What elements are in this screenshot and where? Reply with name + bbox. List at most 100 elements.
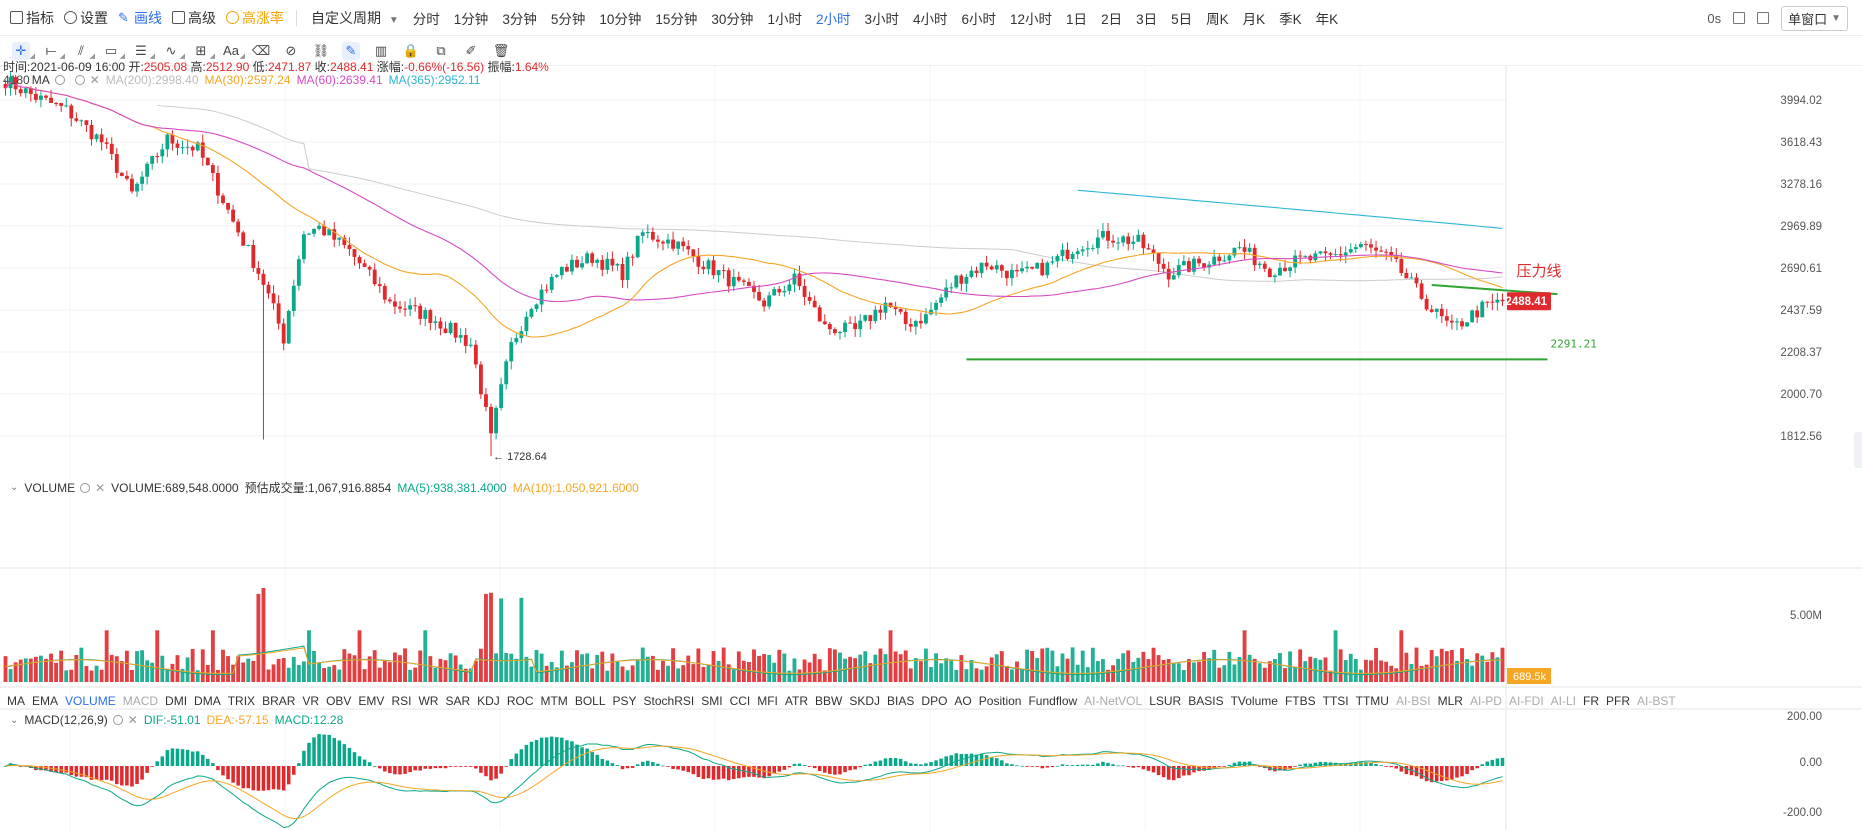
indicator-tab-dmi[interactable]: DMI bbox=[165, 694, 188, 708]
kline-chart[interactable]: 2291.21 压力线 ← 1728.64 3994.02 3618.43 3278.1… bbox=[0, 66, 1862, 830]
indicator-tab-ema[interactable]: EMA bbox=[32, 694, 59, 708]
draw-button[interactable]: ✎ 画线 bbox=[118, 8, 162, 28]
period-4[interactable]: 10分钟 bbox=[599, 11, 642, 27]
edit-icon[interactable]: ✐ bbox=[465, 42, 477, 58]
settings-button[interactable]: 设置 bbox=[64, 8, 108, 28]
indicator-tab-bbw[interactable]: BBW bbox=[815, 694, 843, 708]
indicator-tab-emv[interactable]: EMV bbox=[358, 694, 385, 708]
period-0[interactable]: 分时 bbox=[412, 11, 440, 27]
cross-icon[interactable]: ✛ ◢ bbox=[12, 41, 35, 60]
period-12[interactable]: 12小时 bbox=[1010, 11, 1053, 27]
indicator-tab-ai-bsi[interactable]: AI-BSI bbox=[1395, 694, 1431, 708]
indicator-tab-kdj[interactable]: KDJ bbox=[477, 694, 500, 708]
rise-rate-button[interactable]: 高涨率 bbox=[226, 8, 284, 28]
indicator-tab-roc[interactable]: ROC bbox=[506, 694, 534, 708]
indicator-tab-psy[interactable]: PSY bbox=[612, 694, 637, 708]
indicator-tab-ai-fdi[interactable]: AI-FDI bbox=[1508, 694, 1544, 708]
highlight-icon[interactable]: ✎ bbox=[342, 41, 360, 60]
indicator-tab-position[interactable]: Position bbox=[978, 694, 1022, 708]
link-icon[interactable]: ⛓ bbox=[312, 42, 330, 58]
indicator-tab-rsi[interactable]: RSI bbox=[391, 694, 412, 708]
indicator-tab-fundflow[interactable]: Fundflow bbox=[1028, 694, 1078, 708]
period-8[interactable]: 2小时 bbox=[815, 11, 851, 27]
period-14[interactable]: 2日 bbox=[1101, 11, 1123, 27]
period-11[interactable]: 6小时 bbox=[961, 11, 997, 27]
indicator-tab-ttmu[interactable]: TTMU bbox=[1355, 694, 1389, 708]
indicator-tab-ttsi[interactable]: TTSI bbox=[1322, 694, 1349, 708]
indicator-tab-dpo[interactable]: DPO bbox=[921, 694, 948, 708]
screenshot-icon[interactable] bbox=[1757, 12, 1770, 24]
fib-icon[interactable]: ☰ ◢ bbox=[135, 42, 155, 60]
panel-collapse-handle[interactable] bbox=[1854, 432, 1862, 468]
eye-icon[interactable] bbox=[54, 75, 65, 85]
period-5[interactable]: 15分钟 bbox=[655, 11, 698, 27]
indicator-tab-ai-li[interactable]: AI-LI bbox=[1550, 694, 1576, 708]
text-tool-icon[interactable]: Aa ◢ bbox=[223, 43, 245, 60]
period-2[interactable]: 3分钟 bbox=[502, 11, 537, 27]
period-9[interactable]: 3小时 bbox=[864, 11, 899, 27]
period-3[interactable]: 5分钟 bbox=[550, 11, 586, 27]
indicator-tab-ftbs[interactable]: FTBS bbox=[1284, 694, 1316, 708]
indicator-tab-lsur[interactable]: LSUR bbox=[1149, 694, 1182, 708]
custom-period-dropdown[interactable]: 自定义周期 ▼ bbox=[311, 8, 399, 28]
indicator-tab-dma[interactable]: DMA bbox=[194, 694, 221, 708]
indicator-tab-ai-netvol[interactable]: AI-NetVOL bbox=[1084, 694, 1143, 708]
indicator-tab-tvolume[interactable]: TVolume bbox=[1230, 694, 1278, 708]
period-10[interactable]: 4小时 bbox=[912, 11, 948, 27]
period-17[interactable]: 周K bbox=[1206, 11, 1229, 27]
fullscreen-icon[interactable] bbox=[1733, 12, 1746, 24]
indicator-tab-wr[interactable]: WR bbox=[418, 694, 439, 708]
period-20[interactable]: 年K bbox=[1315, 11, 1339, 27]
indicators-button[interactable]: 指标 bbox=[10, 8, 54, 28]
indicator-tab-skdj[interactable]: SKDJ bbox=[849, 694, 881, 708]
indicator-tab-basis[interactable]: BASIS bbox=[1188, 694, 1224, 708]
indicator-tab-mtm[interactable]: MTM bbox=[540, 694, 568, 708]
candle-type-icon[interactable]: ▥ bbox=[374, 42, 388, 58]
indicator-tab-brar[interactable]: BRAR bbox=[262, 694, 296, 708]
period-7[interactable]: 1小时 bbox=[767, 11, 802, 27]
eraser-icon[interactable]: ⌫ bbox=[251, 42, 271, 58]
indicator-tab-sar[interactable]: SAR bbox=[445, 694, 471, 708]
indicator-tab-ma[interactable]: MA bbox=[7, 694, 25, 708]
indicator-tab-macd[interactable]: MACD bbox=[122, 694, 159, 708]
advanced-button[interactable]: 高级 bbox=[172, 8, 216, 28]
indicator-tab-cci[interactable]: CCI bbox=[729, 694, 751, 708]
indicator-tab-volume[interactable]: VOLUME bbox=[65, 694, 116, 708]
parallel-lines-icon[interactable]: ⫽ ◢ bbox=[78, 42, 95, 60]
copy-icon[interactable]: ⧉ bbox=[436, 42, 446, 58]
hide-icon[interactable]: ⊘ bbox=[285, 42, 297, 58]
lock-icon[interactable]: 🔒 bbox=[402, 42, 420, 58]
indicator-tab-mfi[interactable]: MFI bbox=[757, 694, 778, 708]
gear-icon[interactable] bbox=[112, 715, 123, 725]
indicator-tab-bias[interactable]: BIAS bbox=[887, 694, 915, 708]
indicator-tab-ai-bst[interactable]: AI-BST bbox=[1637, 694, 1676, 708]
wave-icon[interactable]: ∿ ◢ bbox=[165, 42, 185, 60]
period-15[interactable]: 3日 bbox=[1136, 11, 1158, 27]
indicator-tab-fr[interactable]: FR bbox=[1583, 694, 1599, 708]
indicator-tab-pfr[interactable]: PFR bbox=[1606, 694, 1630, 708]
indicator-tab-stochrsi[interactable]: StochRSI bbox=[643, 694, 695, 708]
indicator-tab-smi[interactable]: SMI bbox=[701, 694, 723, 708]
period-19[interactable]: 季K bbox=[1279, 11, 1302, 27]
close-icon[interactable]: ✕ bbox=[89, 73, 100, 87]
measure-icon[interactable]: ⊞ ◢ bbox=[195, 42, 215, 60]
indicator-tab-atr[interactable]: ATR bbox=[784, 694, 809, 708]
indicator-tab-boll[interactable]: BOLL bbox=[574, 694, 606, 708]
indicator-tab-ao[interactable]: AO bbox=[954, 694, 972, 708]
rectangle-icon[interactable]: ▭ ◢ bbox=[104, 42, 125, 60]
period-6[interactable]: 30分钟 bbox=[711, 11, 754, 27]
period-16[interactable]: 5日 bbox=[1171, 11, 1193, 27]
trash-icon[interactable]: 🗑 bbox=[492, 42, 510, 58]
chevron-down-icon[interactable]: ⌄ bbox=[10, 714, 19, 726]
gear-icon[interactable] bbox=[74, 75, 85, 85]
period-13[interactable]: 1日 bbox=[1066, 11, 1088, 27]
indicator-tab-trix[interactable]: TRIX bbox=[227, 694, 256, 708]
chevron-down-icon[interactable]: ⌄ bbox=[10, 482, 19, 493]
window-mode-dropdown[interactable]: 单窗口 ▼ bbox=[1781, 5, 1848, 31]
indicator-tab-obv[interactable]: OBV bbox=[326, 694, 352, 708]
indicator-tab-ai-pd[interactable]: AI-PD bbox=[1469, 694, 1502, 708]
gear-icon[interactable] bbox=[80, 482, 91, 493]
close-icon[interactable]: ✕ bbox=[127, 713, 138, 727]
close-icon[interactable]: ✕ bbox=[95, 480, 106, 495]
period-18[interactable]: 月K bbox=[1242, 11, 1266, 27]
